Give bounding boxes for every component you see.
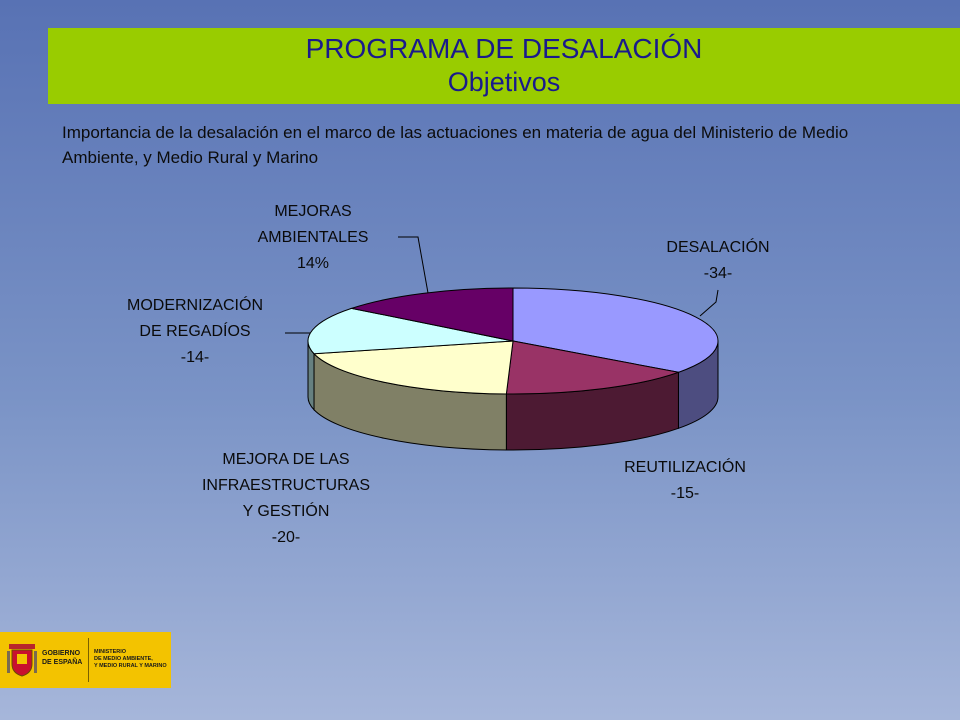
pie-labels: DESALACIÓN -34- REUTILIZACIÓN -15- MEJORA DE… <box>127 203 770 546</box>
pie-label-1: REUTILIZACIÓN -15- <box>624 457 746 502</box>
pie-tops <box>307 287 719 395</box>
government-name: GOBIERNO DE ESPAÑA <box>42 650 83 666</box>
pie-label-1-line-1: -15- <box>671 485 699 502</box>
pie-label-4-line-1: AMBIENTALES <box>258 229 369 246</box>
coat-of-arms-icon <box>7 644 37 677</box>
pie-label-2-line-3: -20- <box>272 529 300 546</box>
pie-label-4-line-2: 14% <box>297 255 329 272</box>
page-subtitle: Objetivos <box>447 67 561 97</box>
pie-label-2-line-0: MEJORA DE LAS <box>222 451 349 468</box>
pie-label-0-line-1: -34- <box>704 265 732 282</box>
pie-chart: DESALACIÓN -34- REUTILIZACIÓN -15- MEJORA DE… <box>127 203 770 546</box>
pie-leader-line-4 <box>398 236 429 294</box>
pie-slice-4 <box>349 287 514 342</box>
pie-slice-3 <box>307 307 514 355</box>
intro-text: Importancia de la desalación en el marco… <box>62 123 849 167</box>
pie-label-3-line-2: -14- <box>181 349 209 366</box>
pie-label-3-line-0: MODERNIZACIÓN <box>127 295 263 314</box>
pie-label-2-line-2: Y GESTIÓN <box>243 501 330 520</box>
pie-label-1-line-0: REUTILIZACIÓN <box>624 457 746 476</box>
pie-slice-0 <box>512 287 719 373</box>
pie-label-0: DESALACIÓN -34- <box>666 237 769 282</box>
pie-label-3-line-1: DE REGADÍOS <box>139 321 250 340</box>
government-logo: GOBIERNO DE ESPAÑA MINISTERIO DE MEDIO A… <box>0 632 171 688</box>
pie-label-2-line-1: INFRAESTRUCTURAS <box>202 477 370 494</box>
pie-slice-2 <box>312 340 514 395</box>
pie-slice-1 <box>505 340 681 395</box>
pie-label-0-line-0: DESALACIÓN <box>666 237 769 256</box>
pie-sides <box>307 340 719 451</box>
page-title: PROGRAMA DE DESALACIÓN <box>305 33 703 64</box>
pie-label-2: MEJORA DE LAS INFRAESTRUCTURAS Y GESTIÓN -2… <box>202 451 370 546</box>
pie-label-4: MEJORAS AMBIENTALES 14% <box>258 203 369 272</box>
title-banner: PROGRAMA DE DESALACIÓN Objetivos <box>48 28 960 104</box>
pie-label-4-line-0: MEJORAS <box>274 203 351 220</box>
ministry-name: MINISTERIO DE MEDIO AMBIENTE, Y MEDIO RU… <box>94 649 167 669</box>
logo-divider <box>88 638 89 682</box>
pie-label-3: MODERNIZACIÓN DE REGADÍOS -14- <box>127 295 263 366</box>
pie-leader-line-0 <box>699 289 719 317</box>
